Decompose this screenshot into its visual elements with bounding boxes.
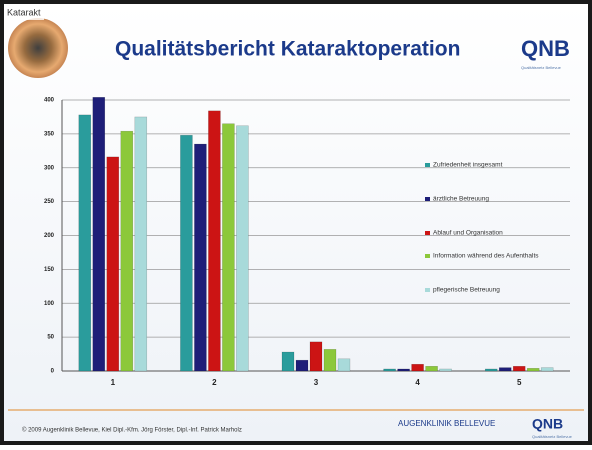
bar xyxy=(236,125,249,372)
bar xyxy=(512,366,526,372)
y-tick-label: 150 xyxy=(44,267,55,273)
eye-image xyxy=(8,18,68,78)
bar xyxy=(498,367,512,372)
x-tick-label: 3 xyxy=(314,378,319,387)
legend-swatch xyxy=(425,288,430,292)
y-tick-label: 50 xyxy=(47,335,54,341)
corner-label: Katarakt xyxy=(7,7,41,17)
bar xyxy=(540,367,554,372)
x-tick-label: 4 xyxy=(415,378,420,387)
y-tick-label: 350 xyxy=(44,131,55,137)
y-tick-label: 300 xyxy=(44,165,55,171)
bar xyxy=(180,134,193,372)
bar xyxy=(92,97,106,372)
bar xyxy=(295,359,309,372)
qnb-subtitle-footer: Qualitätsnetz Bellevue xyxy=(532,434,573,439)
y-tick-label: 200 xyxy=(44,233,55,239)
corner-label-box xyxy=(4,4,44,20)
legend-swatch xyxy=(425,254,430,258)
chart-title: Qualitätsbericht Kataraktoperation xyxy=(115,38,460,61)
bar xyxy=(323,349,337,372)
legend-label: ärztliche Betreuung xyxy=(433,196,489,203)
qnb-logo-footer: QNB xyxy=(532,416,563,432)
qnb-logo: QNB xyxy=(521,36,570,61)
bar xyxy=(78,114,92,372)
bar xyxy=(383,368,396,372)
y-tick-label: 0 xyxy=(51,369,55,375)
qnb-subtitle: Qualitätsnetz Bellevue xyxy=(521,65,562,70)
bar xyxy=(411,363,424,372)
bar xyxy=(134,116,148,372)
legend-swatch xyxy=(425,163,430,167)
x-tick-label: 1 xyxy=(111,378,116,387)
bar xyxy=(439,368,452,372)
bar xyxy=(222,123,235,372)
legend-label: Ablauf und Organisation xyxy=(433,230,503,237)
legend-swatch xyxy=(425,231,430,235)
legend-label: Information während des Aufenthalts xyxy=(433,253,539,260)
x-tick-label: 5 xyxy=(517,378,522,387)
legend-swatch xyxy=(425,197,430,201)
legend-label: pflegerische Betreuung xyxy=(433,287,500,294)
y-tick-label: 400 xyxy=(44,98,55,104)
legend-label: Zufriedenheit insgesamt xyxy=(433,162,503,169)
bar xyxy=(309,341,323,372)
bar xyxy=(425,366,438,372)
clinic-logo: AUGENKLINIK BELLEVUE xyxy=(398,419,495,428)
bar xyxy=(526,368,540,372)
bar xyxy=(337,358,351,372)
bar xyxy=(208,110,221,372)
bar xyxy=(106,156,120,372)
x-tick-label: 2 xyxy=(212,378,217,387)
y-tick-label: 250 xyxy=(44,199,55,205)
bar xyxy=(120,130,134,372)
bar xyxy=(194,143,207,372)
y-tick-label: 100 xyxy=(44,301,55,307)
bar xyxy=(397,368,410,372)
bar xyxy=(281,351,295,372)
footer-text: © 2009 Augenklinik Bellevue, Kiel Dipl.-… xyxy=(22,427,242,434)
bar xyxy=(484,368,498,372)
slide-background xyxy=(4,4,588,441)
